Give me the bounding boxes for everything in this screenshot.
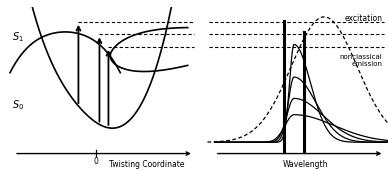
- Text: Wavelength: Wavelength: [283, 160, 329, 169]
- Text: excitation: excitation: [345, 14, 383, 23]
- Text: S$_1$: S$_1$: [12, 30, 24, 44]
- Text: 0: 0: [94, 157, 98, 166]
- Text: nonclassical
emission: nonclassical emission: [340, 55, 383, 68]
- Text: Twisting Coordinate: Twisting Coordinate: [109, 160, 185, 169]
- Text: S$_0$: S$_0$: [12, 98, 24, 111]
